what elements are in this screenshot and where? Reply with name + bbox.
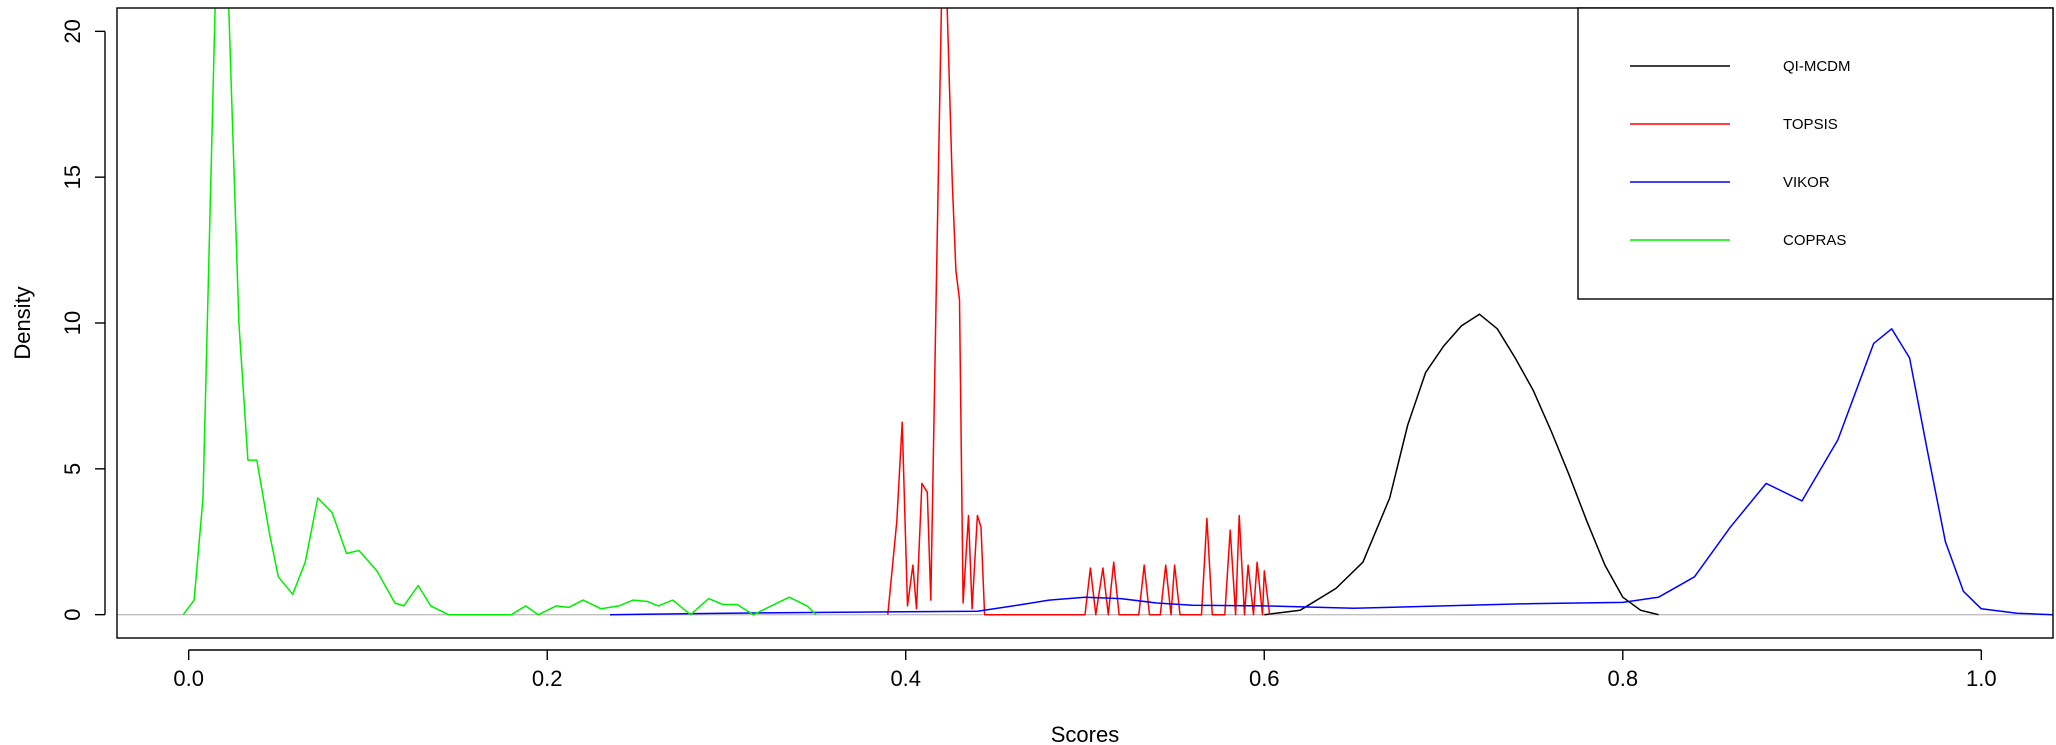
y-tick-label: 15 <box>60 165 85 189</box>
x-tick-label: 0.4 <box>890 666 921 691</box>
legend-label: COPRAS <box>1783 232 1846 249</box>
x-tick-label: 1.0 <box>1966 666 1997 691</box>
x-tick-label: 0.2 <box>532 666 563 691</box>
series-line-vikor <box>609 328 2053 616</box>
x-axis-title: Scores <box>1051 722 1119 745</box>
x-tick-label: 0.6 <box>1249 666 1280 691</box>
y-axis: 0 5 10 15 20 <box>60 19 106 621</box>
plot-frame <box>116 7 2054 639</box>
y-tick-label: 10 <box>60 311 85 335</box>
series-line-qi-mcdm <box>1264 313 1659 616</box>
legend-label: QI-MCDM <box>1783 58 1851 75</box>
legend-label: VIKOR <box>1783 174 1830 191</box>
legend: QI-MCDM TOPSIS VIKOR COPRAS <box>1577 7 2054 300</box>
series-lines <box>182 8 2053 616</box>
series-line-copras <box>182 8 817 616</box>
x-axis: 0.0 0.2 0.4 0.6 0.8 1.0 <box>173 649 1997 691</box>
legend-label: TOPSIS <box>1783 116 1838 133</box>
y-tick-label: 5 <box>60 463 85 475</box>
x-tick-label: 0.8 <box>1607 666 1638 691</box>
series-line-topsis <box>887 8 1271 616</box>
x-tick-label: 0.0 <box>173 666 204 691</box>
y-tick-label: 0 <box>60 609 85 621</box>
y-axis-title: Density <box>10 286 35 359</box>
y-tick-label: 20 <box>60 19 85 43</box>
legend-box <box>1577 7 2054 300</box>
